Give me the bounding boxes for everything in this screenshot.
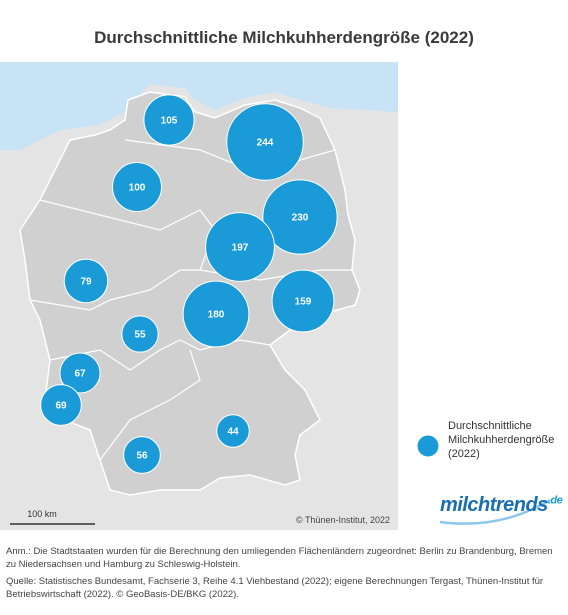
bubble-label: 244 xyxy=(257,138,274,149)
legend-symbol xyxy=(416,434,440,458)
bubble xyxy=(121,315,159,353)
bubble xyxy=(112,162,162,212)
bubble-label: 230 xyxy=(292,213,309,224)
bubble-label: 180 xyxy=(208,310,225,321)
bubble xyxy=(63,258,109,304)
bubble xyxy=(182,280,250,348)
bubble xyxy=(271,269,335,333)
bubble-label: 79 xyxy=(80,277,92,288)
bubble-label: 55 xyxy=(134,330,146,341)
title: Durchschnittliche Milchkuhherdengröße (2… xyxy=(94,28,474,47)
scale-bar-label: 100 km xyxy=(27,509,57,519)
bubble xyxy=(216,414,250,448)
bubble xyxy=(205,212,275,282)
bubble xyxy=(123,436,161,474)
bubble xyxy=(59,352,101,394)
logo-swoosh xyxy=(439,498,551,525)
logo-suffix: .de xyxy=(547,494,563,507)
bubble xyxy=(143,94,195,146)
logo: milchtrends.de xyxy=(440,494,563,517)
bubble-label: 197 xyxy=(232,243,249,254)
bubble-label: 159 xyxy=(295,297,312,308)
source: Quelle: Statistisches Bundesamt, Fachser… xyxy=(6,576,544,600)
bubble-label: 100 xyxy=(129,183,146,194)
bubble-label: 69 xyxy=(55,401,67,412)
note: Anm.: Die Stadtstaaten wurden für die Be… xyxy=(6,546,553,570)
sea xyxy=(0,62,398,150)
bubble-label: 56 xyxy=(136,451,148,462)
bubble xyxy=(40,384,82,426)
bubble xyxy=(226,103,304,181)
bubble-label: 105 xyxy=(161,116,178,127)
bubble xyxy=(262,179,338,255)
legend-label: Durchschnittliche Milchkuhherdengröße (2… xyxy=(448,420,555,460)
logo-name: milchtrends xyxy=(440,494,548,516)
bubble-label: 44 xyxy=(227,427,239,438)
copyright: © Thünen-Institut, 2022 xyxy=(296,515,390,525)
bubble-label: 67 xyxy=(74,369,86,380)
